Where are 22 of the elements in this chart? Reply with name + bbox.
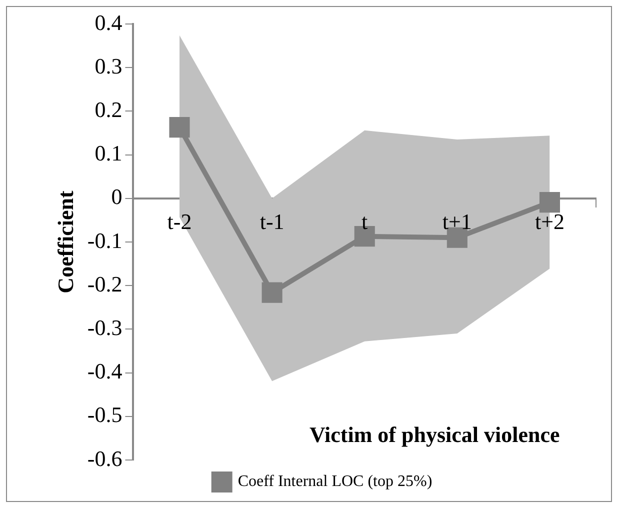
y-tick-label: -0.1 (87, 228, 122, 253)
y-tick-label: -0.5 (87, 402, 122, 428)
y-tick-label: 0.1 (94, 140, 122, 166)
y-tick-label: 0 (111, 184, 122, 210)
x-tick-label: t (362, 209, 368, 234)
y-tick-label: 0.3 (94, 53, 122, 78)
y-tick-label: 0.4 (94, 10, 122, 35)
x-axis-title: Victim of physical violence (309, 422, 560, 448)
y-tick-label: 0.2 (94, 96, 122, 122)
y-tick-label: -0.3 (87, 314, 122, 340)
point (262, 282, 282, 303)
y-tick-label: -0.4 (87, 358, 122, 384)
x-tick-label: t+2 (534, 209, 564, 234)
x-tick-label: t-2 (167, 209, 192, 234)
legend-label: Coeff Internal LOC (top 25%) (238, 473, 432, 490)
y-axis-title: Coefficient (52, 190, 78, 294)
point (539, 192, 560, 213)
x-tick-label: t+1 (442, 209, 472, 234)
x-tick-label: t-1 (260, 209, 284, 234)
y-tick-label: -0.2 (87, 271, 122, 296)
point (169, 117, 190, 138)
y-tick-label: -0.6 (87, 446, 122, 471)
